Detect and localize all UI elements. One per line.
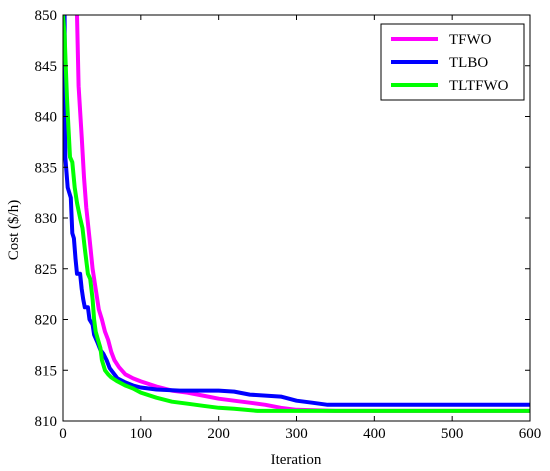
legend-label-tltfwo: TLTFWO xyxy=(449,78,509,94)
series-line-tfwo xyxy=(75,15,530,413)
y-tick-label: 825 xyxy=(35,262,58,278)
x-axis-label: Iteration xyxy=(271,452,322,468)
x-tick-label: 400 xyxy=(363,426,386,442)
y-tick-label: 840 xyxy=(35,110,58,126)
x-tick-label: 100 xyxy=(130,426,153,442)
y-axis-label: Cost ($/h) xyxy=(6,200,22,260)
x-tick-label: 600 xyxy=(519,426,542,442)
series-layer xyxy=(63,15,530,413)
legend-label-tlbo: TLBO xyxy=(449,55,488,71)
legend-label-tfwo: TFWO xyxy=(449,32,492,48)
y-tick-label: 810 xyxy=(35,414,58,430)
x-tick-label: 200 xyxy=(207,426,230,442)
axes-layer: 0 100 200 300 400 500 600 810 815 820 825 830 835 840… xyxy=(35,8,542,442)
x-tick-label: 300 xyxy=(285,426,308,442)
series-line-tltfwo xyxy=(63,15,530,413)
y-tick-label: 830 xyxy=(35,211,58,227)
y-tick-label: 850 xyxy=(35,8,58,24)
y-tick-label: 845 xyxy=(35,59,58,75)
y-tick-label: 815 xyxy=(35,363,58,379)
legend: TFWO TLBO TLTFWO xyxy=(380,23,525,101)
x-tick-label: 0 xyxy=(59,426,67,442)
x-tick-label: 500 xyxy=(441,426,464,442)
y-tick-label: 820 xyxy=(35,313,58,329)
series-line-tlbo xyxy=(63,15,530,407)
y-tick-label: 835 xyxy=(35,160,58,176)
